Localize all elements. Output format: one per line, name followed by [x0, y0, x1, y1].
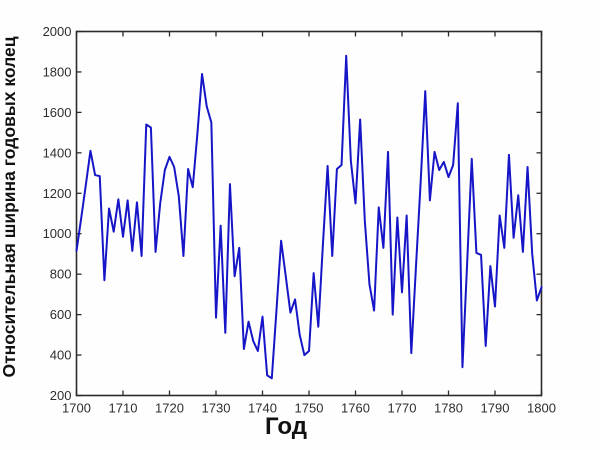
x-tick-label: 1700 — [62, 401, 91, 416]
x-tick-label: 1760 — [341, 401, 370, 416]
data-series-layer — [75, 54, 543, 380]
x-tick-label: 1740 — [248, 401, 277, 416]
y-tick-label: 400 — [50, 348, 72, 363]
axis-tick-labels: 1700 1710 1720 1730 1740 1750 1760 1770 1780 1790… — [43, 24, 556, 416]
y-tick-label: 1000 — [43, 226, 72, 241]
x-tick-label: 1780 — [434, 401, 463, 416]
x-tick-label: 1730 — [202, 401, 231, 416]
y-tick-label: 1800 — [43, 64, 72, 79]
y-tick-label: 1200 — [43, 186, 72, 201]
x-tick-label: 1770 — [388, 401, 417, 416]
x-axis-title: Год — [265, 413, 307, 440]
y-axis-title: Относительная ширина годовых колец — [0, 36, 19, 377]
y-tick-label: 1400 — [43, 145, 72, 160]
y-tick-label: 600 — [50, 307, 72, 322]
x-tick-label: 1790 — [481, 401, 510, 416]
x-tick-label: 1800 — [527, 401, 556, 416]
axis-ticks — [75, 30, 543, 397]
data-line-relative-ring-width — [75, 54, 543, 380]
y-tick-label: 1600 — [43, 105, 72, 120]
y-tick-label: 800 — [50, 267, 72, 282]
x-tick-label: 1710 — [109, 401, 138, 416]
x-tick-label: 1720 — [155, 401, 184, 416]
y-tick-label: 200 — [50, 388, 72, 403]
y-tick-label: 2000 — [43, 24, 72, 39]
x-tick-label: 1750 — [295, 401, 324, 416]
